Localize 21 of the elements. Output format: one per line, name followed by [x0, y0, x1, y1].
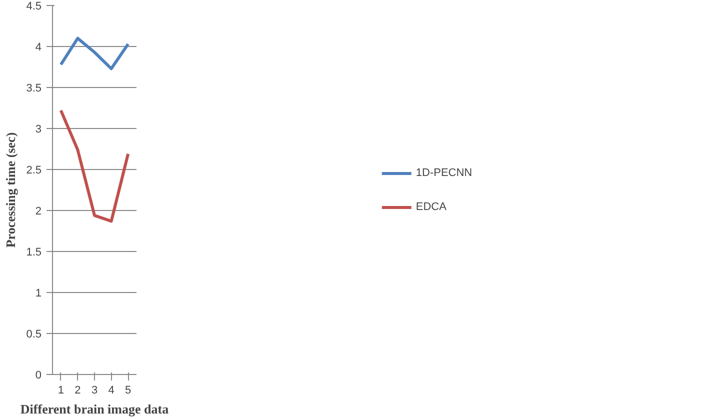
x-tick-label: 3	[91, 384, 98, 396]
y-tick-label: 2	[35, 206, 42, 218]
x-tick-label: 2	[74, 384, 81, 396]
y-tick-label: 1	[35, 288, 42, 300]
x-tick-label: 4	[108, 384, 114, 396]
y-axis-title: Processing time (sec)	[3, 132, 18, 248]
legend-label: EDCA	[416, 200, 446, 212]
x-axis-title: Different brain image data	[20, 402, 170, 416]
line-series	[59, 36, 130, 70]
x-tick-label: 1	[58, 384, 64, 396]
y-tick-label: 3.5	[26, 82, 42, 94]
x-tick-label: 5	[125, 384, 132, 396]
y-tick-label: 3	[35, 124, 42, 136]
y-tick-label: 0.5	[26, 328, 42, 340]
y-tick-label: 4.5	[26, 0, 42, 12]
y-tick-label: 4	[35, 42, 42, 54]
y-tick-label: 1.5	[26, 246, 42, 258]
y-tick-label: 0	[35, 370, 42, 382]
y-tick-label: 2.5	[26, 164, 42, 176]
line-series	[59, 108, 130, 223]
legend-label: 1D-PECNN	[416, 166, 472, 178]
